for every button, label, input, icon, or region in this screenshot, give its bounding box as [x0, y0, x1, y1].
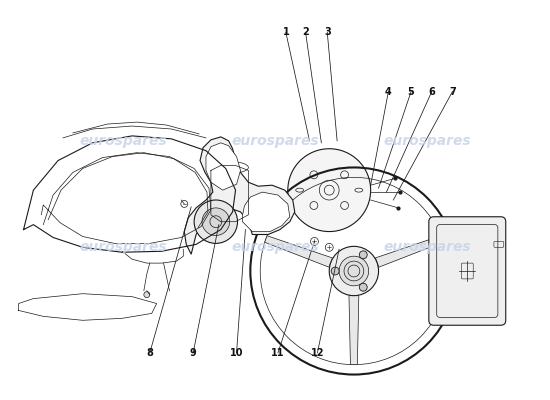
Polygon shape	[206, 143, 240, 190]
Circle shape	[202, 208, 230, 236]
Circle shape	[194, 200, 238, 243]
Circle shape	[288, 149, 371, 232]
Circle shape	[359, 251, 367, 259]
Text: 9: 9	[190, 348, 196, 358]
Text: eurospares: eurospares	[79, 134, 167, 148]
Text: 4: 4	[385, 86, 392, 96]
Text: eurospares: eurospares	[231, 240, 319, 254]
Text: 3: 3	[324, 27, 331, 37]
FancyBboxPatch shape	[429, 217, 506, 325]
Circle shape	[329, 246, 378, 296]
Text: eurospares: eurospares	[231, 134, 319, 148]
Polygon shape	[243, 192, 290, 232]
Polygon shape	[349, 296, 359, 365]
Text: 8: 8	[146, 348, 153, 358]
Text: 7: 7	[449, 86, 456, 96]
Polygon shape	[375, 236, 443, 267]
Circle shape	[359, 283, 367, 291]
Text: eurospares: eurospares	[383, 134, 471, 148]
Polygon shape	[265, 236, 332, 267]
Polygon shape	[184, 137, 295, 254]
Circle shape	[331, 267, 339, 275]
Text: 6: 6	[428, 86, 435, 96]
Text: eurospares: eurospares	[79, 240, 167, 254]
Text: 11: 11	[271, 348, 285, 358]
Text: eurospares: eurospares	[383, 240, 471, 254]
Circle shape	[339, 256, 369, 286]
Text: 5: 5	[408, 86, 415, 96]
Circle shape	[144, 292, 150, 298]
Text: 2: 2	[302, 27, 309, 37]
Text: 10: 10	[230, 348, 243, 358]
Text: 1: 1	[283, 27, 289, 37]
Text: 12: 12	[311, 348, 324, 358]
